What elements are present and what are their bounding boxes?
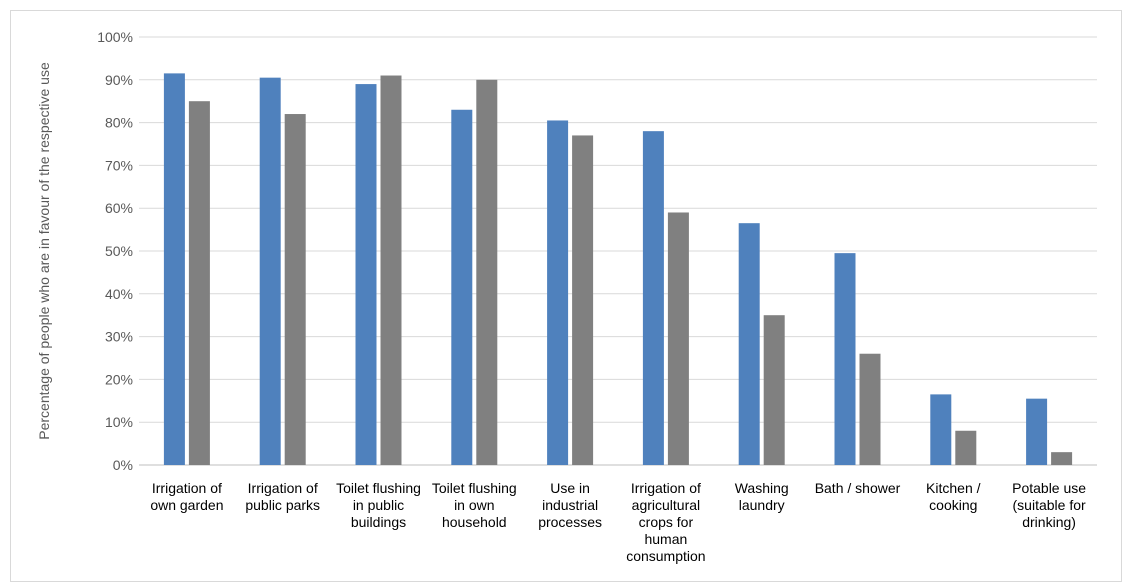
x-category-label: Irrigation of own garden	[150, 480, 223, 513]
bar-series-2	[380, 75, 402, 466]
x-axis-categories: Irrigation of own garden Irrigation of publ…	[150, 480, 1086, 564]
y-tick-label: 10%	[105, 414, 133, 430]
bar-series-2	[1051, 452, 1073, 465]
x-category-label: Bath / shower	[815, 480, 901, 496]
x-category-label: Irrigation of public parks	[245, 480, 320, 513]
y-tick-label: 100%	[97, 29, 133, 45]
bar-series-2	[476, 79, 498, 466]
bar-series-1	[642, 131, 664, 465]
bar-series-1	[451, 109, 473, 465]
y-tick-label: 70%	[105, 157, 133, 173]
bar-chart: 0% 10% 20% 30% 40% 50% 60% 70% 80% 90% 100% Irriga…	[36, 29, 1097, 564]
x-category-label: Use in industrial processes	[538, 480, 602, 530]
bar-series-2	[667, 212, 689, 465]
bar-series-2	[188, 101, 210, 465]
bar-series-1	[259, 77, 281, 465]
x-category-label: Washing laundry	[735, 480, 789, 513]
y-tick-label: 80%	[105, 115, 133, 131]
chart-frame: 0% 10% 20% 30% 40% 50% 60% 70% 80% 90% 100% Irriga…	[10, 10, 1122, 582]
x-category-label: Irrigation of agricultural crops for human c…	[626, 480, 705, 564]
bar-series-1	[163, 73, 185, 465]
y-tick-label: 90%	[105, 72, 133, 88]
y-axis-title: Percentage of people who are in favour o…	[36, 62, 52, 440]
bar-series-2	[955, 430, 977, 465]
bar-series-1	[547, 120, 569, 466]
bar-series-2	[284, 114, 306, 465]
bar-series-2	[763, 315, 785, 465]
bar-series-1	[1026, 398, 1048, 465]
x-category-label: Potable use (suitable for drinking)	[1012, 480, 1086, 530]
x-category-label: Toilet flushing in public buildings	[336, 480, 421, 530]
bar-series-1	[738, 223, 760, 465]
x-category-label: Toilet flushing in own household	[432, 480, 517, 530]
bar-series-1	[834, 253, 856, 465]
y-tick-label: 40%	[105, 286, 133, 302]
bars	[163, 73, 1073, 466]
y-tick-label: 20%	[105, 371, 133, 387]
bar-series-1	[355, 84, 377, 465]
y-tick-label: 50%	[105, 243, 133, 259]
y-tick-label: 0%	[113, 457, 133, 473]
y-tick-label: 30%	[105, 329, 133, 345]
bar-series-1	[930, 394, 952, 465]
gridlines	[139, 36, 1097, 466]
y-tick-label: 60%	[105, 200, 133, 216]
y-axis-ticks: 0% 10% 20% 30% 40% 50% 60% 70% 80% 90% 100%	[97, 29, 133, 473]
bar-series-2	[859, 353, 881, 465]
x-category-label: Kitchen / cooking	[926, 480, 981, 513]
bar-series-2	[572, 135, 594, 465]
